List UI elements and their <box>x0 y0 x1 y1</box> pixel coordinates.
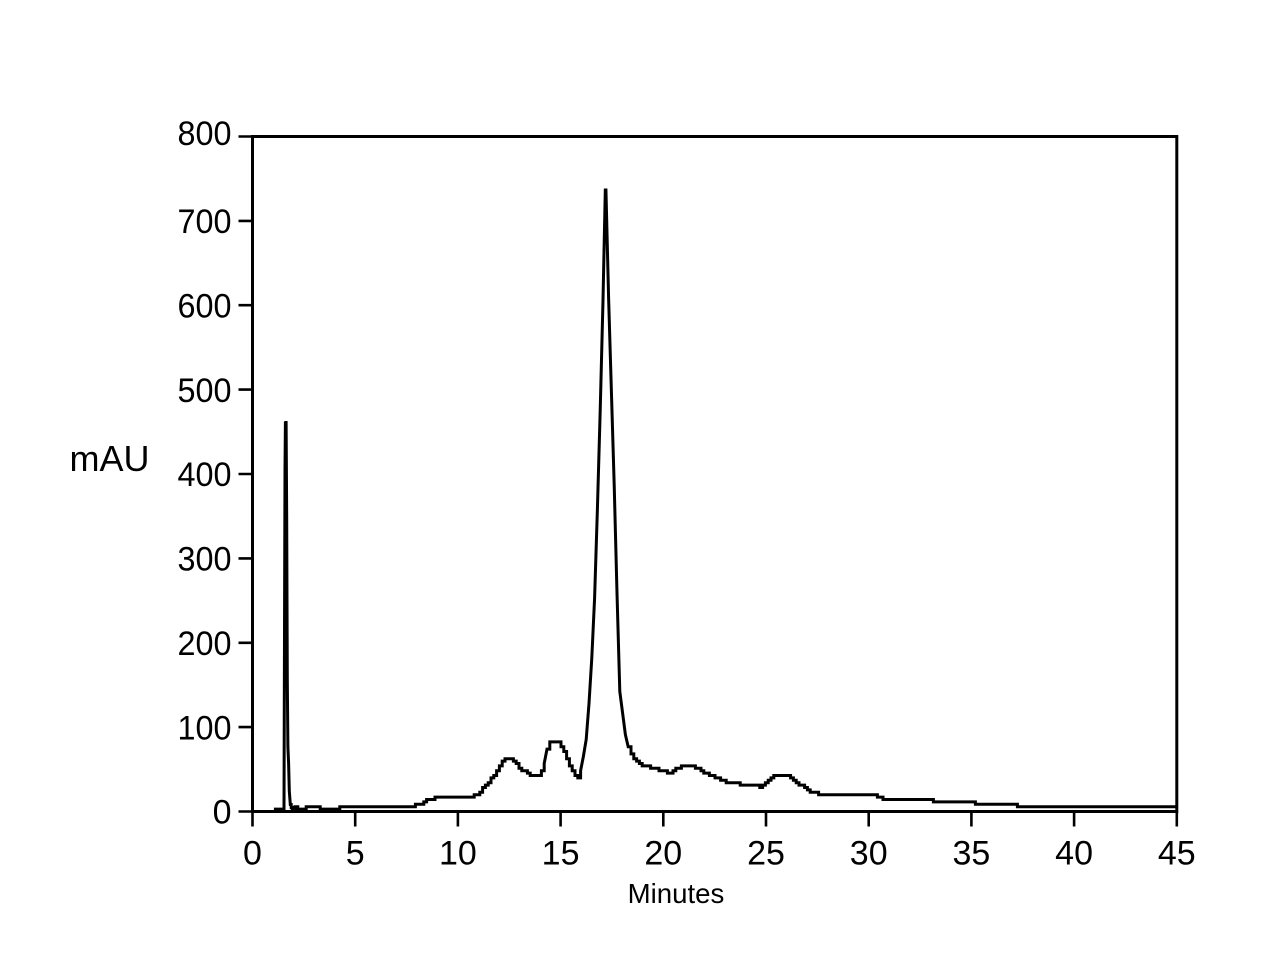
svg-text:45: 45 <box>1158 835 1196 873</box>
svg-text:300: 300 <box>178 541 232 579</box>
svg-text:20: 20 <box>644 835 682 873</box>
svg-text:800: 800 <box>178 115 232 153</box>
svg-text:500: 500 <box>178 372 232 410</box>
svg-text:100: 100 <box>178 709 232 747</box>
svg-text:15: 15 <box>542 835 580 873</box>
svg-text:5: 5 <box>346 835 365 873</box>
svg-text:700: 700 <box>178 203 232 241</box>
svg-text:40: 40 <box>1055 835 1093 873</box>
svg-text:400: 400 <box>178 456 232 494</box>
svg-text:600: 600 <box>178 287 232 325</box>
svg-text:35: 35 <box>952 835 990 873</box>
svg-text:200: 200 <box>178 625 232 663</box>
svg-text:0: 0 <box>243 835 262 873</box>
svg-text:25: 25 <box>747 835 785 873</box>
svg-text:mAU: mAU <box>70 438 150 479</box>
svg-text:Minutes: Minutes <box>628 878 725 909</box>
svg-text:30: 30 <box>850 835 888 873</box>
svg-text:0: 0 <box>213 794 232 832</box>
svg-text:10: 10 <box>439 835 477 873</box>
